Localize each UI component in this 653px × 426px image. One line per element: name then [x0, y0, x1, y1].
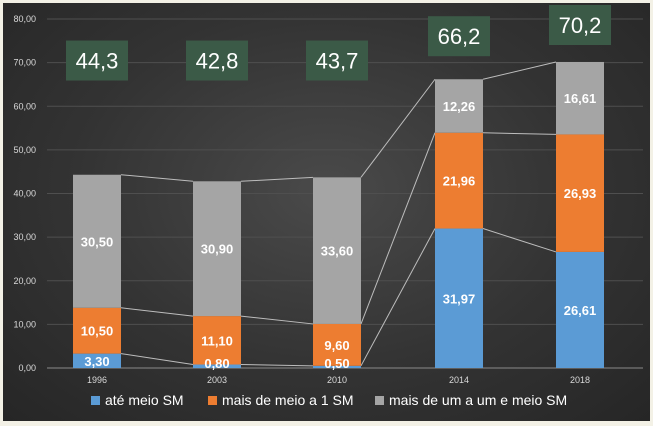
total-box: [186, 40, 248, 81]
x-tick-label: 2018: [570, 375, 590, 385]
legend-layer: até meio SM mais de meio a 1 SM mais de um…: [91, 392, 567, 408]
data-label: 31,97: [443, 291, 476, 306]
bar-segment-1: [193, 364, 241, 368]
connector-line: [360, 78, 436, 178]
bar-segment-1: [556, 251, 604, 368]
bar-segment-1: [73, 353, 121, 368]
connector-line: [240, 315, 314, 325]
connector-line: [482, 61, 557, 80]
y-tick-label: 80,00: [13, 14, 36, 24]
bar-segment-2: [556, 134, 604, 252]
bar-segment-2: [313, 323, 361, 366]
total-label: 43,7: [316, 49, 359, 74]
bar-segment-3: [193, 181, 241, 317]
data-label: 12,26: [443, 99, 476, 114]
data-label: 0,80: [204, 356, 229, 371]
connector-line: [482, 228, 557, 253]
connector-line: [120, 353, 194, 366]
x-tick-label: 2014: [449, 375, 469, 385]
connector-line: [120, 174, 194, 182]
bar-segment-2: [73, 307, 121, 354]
data-label: 26,61: [564, 303, 597, 318]
axis-layer: 0,00 10,00 20,00 30,00 40,00 50,00 60,00 70,00 8…: [13, 14, 590, 385]
data-label: 30,90: [201, 242, 234, 257]
total-box: [549, 5, 611, 45]
data-label: 21,96: [443, 174, 476, 189]
y-tick-label: 0,00: [18, 363, 36, 373]
y-tick-label: 40,00: [13, 189, 36, 199]
connector-line: [482, 132, 557, 135]
connector-line: [360, 132, 436, 325]
y-tick-label: 60,00: [13, 101, 36, 111]
x-tick-label: 1996: [87, 375, 107, 385]
connector-line: [240, 176, 314, 182]
total-label: 44,3: [76, 49, 119, 74]
total-label: 42,8: [196, 49, 239, 74]
y-tick-label: 50,00: [13, 145, 36, 155]
y-tick-label: 20,00: [13, 276, 36, 286]
total-box: [66, 40, 128, 81]
x-tick-label: 2010: [327, 375, 347, 385]
bar-segment-1: [313, 365, 361, 368]
legend-label: mais de meio a 1 SM: [222, 392, 354, 408]
bar-segment-3: [73, 174, 121, 308]
data-label: 10,50: [81, 324, 114, 339]
data-label: 3,30: [84, 354, 109, 369]
chart-frame: 3,30 10,50 30,50 0,80 11,10 30,90 0,50 9,60 33,6…: [3, 3, 650, 421]
stacked-bar-chart: 3,30 10,50 30,50 0,80 11,10 30,90 0,50 9,60 33,6…: [13, 5, 643, 408]
y-tick-label: 30,00: [13, 232, 36, 242]
connector-line: [120, 307, 194, 317]
x-tick-label: 2003: [207, 375, 227, 385]
connector-layer: [120, 61, 557, 367]
bar-segment-2: [435, 132, 483, 229]
bar-segment-3: [556, 61, 604, 135]
bar-segment-3: [313, 177, 361, 324]
legend-swatch: [208, 396, 217, 405]
bar-layer: [73, 61, 604, 368]
legend-swatch: [375, 396, 384, 405]
legend-label: mais de um a um e meio SM: [389, 392, 567, 408]
data-label: 16,61: [564, 91, 597, 106]
y-tick-label: 70,00: [13, 58, 36, 68]
data-label: 11,10: [201, 333, 233, 348]
connector-line: [240, 364, 314, 367]
bar-segment-2: [193, 316, 241, 365]
legend-swatch: [91, 396, 100, 405]
data-label: 33,60: [321, 244, 354, 259]
data-label: 9,60: [324, 338, 349, 353]
data-label: 26,93: [564, 186, 597, 201]
connector-line: [360, 228, 436, 367]
data-label: 0,50: [324, 356, 349, 371]
bar-segment-1: [435, 228, 483, 368]
total-box: [306, 40, 368, 81]
legend-label: até meio SM: [105, 392, 184, 408]
total-box: [428, 16, 490, 57]
total-layer: 44,3 42,8 43,7 66,2 70,2: [66, 5, 611, 81]
label-layer: 3,30 10,50 30,50 0,80 11,10 30,90 0,50 9,60 33,6…: [81, 91, 597, 371]
total-label: 66,2: [438, 24, 481, 49]
data-label: 30,50: [81, 234, 114, 249]
total-label: 70,2: [559, 13, 602, 38]
y-tick-label: 10,00: [13, 319, 36, 329]
bar-segment-3: [435, 79, 483, 133]
